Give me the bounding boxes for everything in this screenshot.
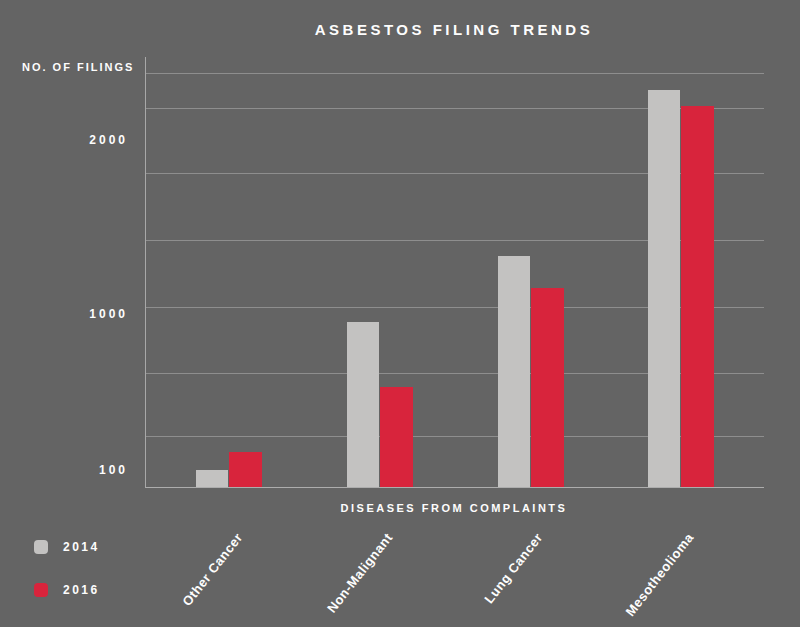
y-tick-label-2000: 2000 bbox=[58, 133, 128, 147]
plot-area bbox=[145, 57, 764, 488]
category-label-non-malignant: Non-Malignant bbox=[248, 530, 396, 627]
x-axis-title: DISEASES FROM COMPLAINTS bbox=[145, 502, 763, 514]
bar-2016-other-cancer bbox=[229, 452, 262, 487]
y-tick-label-1000: 1000 bbox=[58, 307, 128, 321]
chart-title: ASBESTOS FILING TRENDS bbox=[145, 21, 763, 38]
legend-label-2016: 2016 bbox=[63, 583, 100, 597]
bar-2014-lung-cancer bbox=[498, 256, 530, 487]
legend-item-2014: 2014 bbox=[34, 539, 100, 555]
legend-swatch-2016-icon bbox=[34, 583, 48, 597]
category-label-lung-cancer: Lung Cancer bbox=[398, 530, 546, 627]
category-label-mesotheolioma: Mesotheolioma bbox=[549, 530, 697, 627]
y-tick-label-100: 100 bbox=[58, 463, 128, 477]
legend-item-2016: 2016 bbox=[34, 582, 100, 598]
category-label-other-cancer: Other Cancer bbox=[98, 530, 246, 627]
bar-2016-non-malignant bbox=[380, 387, 413, 487]
bar-2014-mesotheolioma bbox=[648, 90, 680, 487]
bar-2014-other-cancer bbox=[196, 470, 228, 487]
legend-label-2014: 2014 bbox=[63, 540, 100, 554]
y-axis-title: NO. OF FILINGS bbox=[22, 61, 134, 73]
bar-2016-mesotheolioma bbox=[681, 106, 714, 487]
bar-2016-lung-cancer bbox=[531, 288, 564, 487]
bar-2014-non-malignant bbox=[347, 322, 379, 487]
legend-swatch-2014-icon bbox=[34, 540, 48, 554]
asbestos-filing-trends-chart: ASBESTOS FILING TRENDS NO. OF FILINGS DI… bbox=[0, 0, 800, 627]
gridline bbox=[146, 73, 764, 74]
